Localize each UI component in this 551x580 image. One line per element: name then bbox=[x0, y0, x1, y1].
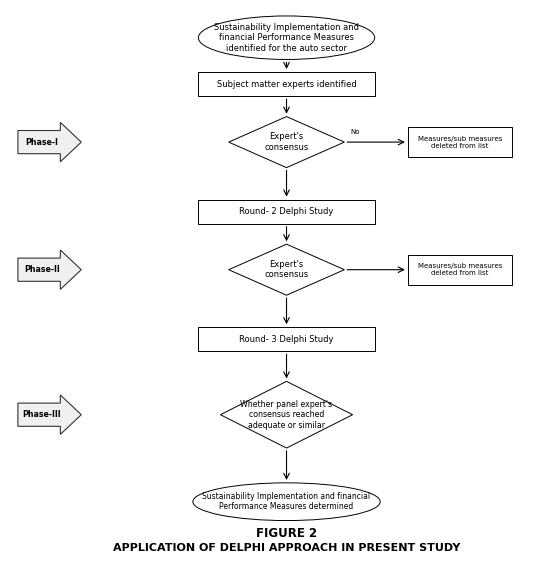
Text: Round- 2 Delphi Study: Round- 2 Delphi Study bbox=[239, 207, 334, 216]
Text: Phase-III: Phase-III bbox=[23, 410, 61, 419]
Text: FIGURE 2: FIGURE 2 bbox=[256, 527, 317, 540]
Text: No: No bbox=[350, 129, 359, 135]
Text: Round- 3 Delphi Study: Round- 3 Delphi Study bbox=[239, 335, 334, 344]
Text: Expert's
consensus: Expert's consensus bbox=[264, 132, 309, 152]
Polygon shape bbox=[229, 117, 344, 168]
Text: Phase-II: Phase-II bbox=[24, 265, 60, 274]
Text: Measures/sub measures
deleted from list: Measures/sub measures deleted from list bbox=[418, 263, 503, 276]
Ellipse shape bbox=[193, 483, 380, 521]
Text: Expert's
consensus: Expert's consensus bbox=[264, 260, 309, 280]
Text: Subject matter experts identified: Subject matter experts identified bbox=[217, 79, 356, 89]
Polygon shape bbox=[229, 244, 344, 295]
Text: Phase-I: Phase-I bbox=[25, 137, 58, 147]
Text: Measures/sub measures
deleted from list: Measures/sub measures deleted from list bbox=[418, 136, 503, 148]
FancyBboxPatch shape bbox=[198, 200, 375, 224]
Ellipse shape bbox=[198, 16, 375, 59]
Text: Sustainability Implementation and financial
Performance Measures determined: Sustainability Implementation and financ… bbox=[202, 492, 371, 512]
Text: Whether panel expert's
consensus reached
adequate or similar: Whether panel expert's consensus reached… bbox=[240, 400, 333, 430]
Text: APPLICATION OF DELPHI APPROACH IN PRESENT STUDY: APPLICATION OF DELPHI APPROACH IN PRESEN… bbox=[113, 543, 460, 553]
Polygon shape bbox=[220, 382, 353, 448]
Text: Sustainability Implementation and
financial Performance Measures
identified for : Sustainability Implementation and financ… bbox=[214, 23, 359, 53]
Polygon shape bbox=[18, 395, 82, 434]
FancyBboxPatch shape bbox=[198, 72, 375, 96]
FancyBboxPatch shape bbox=[408, 255, 512, 285]
FancyBboxPatch shape bbox=[408, 127, 512, 157]
Polygon shape bbox=[18, 250, 82, 289]
FancyBboxPatch shape bbox=[198, 327, 375, 351]
Polygon shape bbox=[18, 122, 82, 162]
